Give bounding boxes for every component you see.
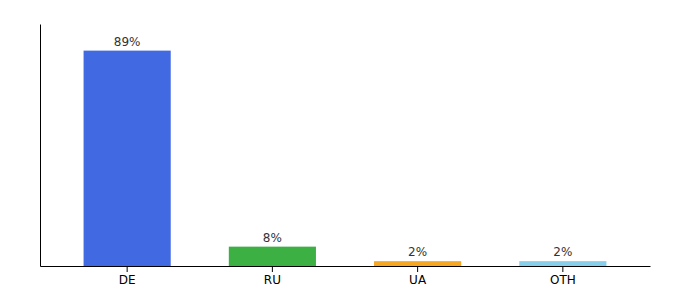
data-label: 2% xyxy=(553,245,572,259)
y-axis-line xyxy=(40,25,41,267)
x-tick-mark xyxy=(127,266,128,272)
x-tick: UA xyxy=(409,266,427,287)
x-tick-mark xyxy=(417,266,418,272)
data-labels: 89% 8% 2% 2% xyxy=(114,35,573,260)
x-tick: RU xyxy=(264,266,281,287)
x-tick-label: RU xyxy=(264,273,281,287)
bar xyxy=(229,247,316,266)
bar xyxy=(374,261,461,266)
bar xyxy=(519,261,606,266)
x-axis-line xyxy=(41,266,651,267)
x-tick-mark xyxy=(272,266,273,272)
x-axis: DE RU UA OTH xyxy=(41,266,651,287)
bar xyxy=(84,51,171,266)
data-label: 89% xyxy=(114,35,141,49)
x-tick: DE xyxy=(119,266,136,287)
chart-svg: 89% 8% 2% 2% DE RU UA OTH xyxy=(0,0,680,300)
chart-container: 89% 8% 2% 2% DE RU UA OTH xyxy=(0,0,680,300)
x-tick-label: UA xyxy=(409,273,427,287)
plot: 89% 8% 2% 2% DE RU UA OTH xyxy=(41,25,651,287)
y-axis xyxy=(40,25,41,267)
data-label: 8% xyxy=(263,231,282,245)
bars xyxy=(84,51,607,266)
x-tick-mark xyxy=(562,266,563,272)
x-tick-label: DE xyxy=(119,273,136,287)
data-label: 2% xyxy=(408,245,427,259)
x-tick: OTH xyxy=(550,266,576,287)
x-tick-label: OTH xyxy=(550,273,576,287)
